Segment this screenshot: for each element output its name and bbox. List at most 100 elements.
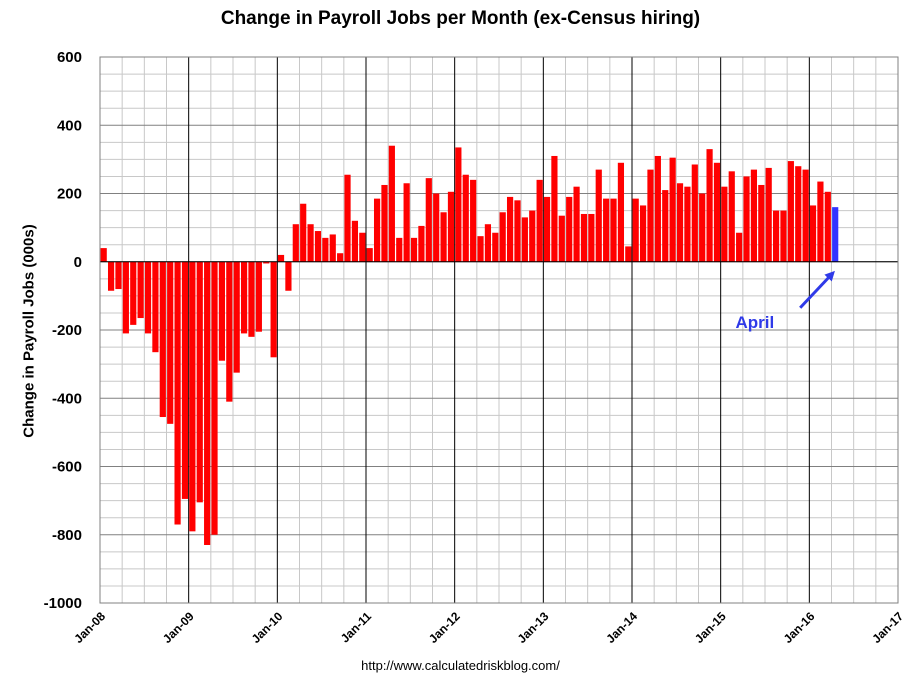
bar bbox=[344, 174, 351, 262]
gridlines bbox=[100, 56, 898, 604]
bar bbox=[447, 191, 455, 262]
y-tick-label: -1000 bbox=[44, 595, 82, 612]
bar bbox=[492, 232, 499, 262]
bar bbox=[455, 147, 462, 262]
bar bbox=[809, 205, 817, 262]
bar bbox=[639, 205, 647, 262]
bar bbox=[181, 261, 189, 499]
bar bbox=[233, 261, 240, 373]
bar bbox=[743, 176, 750, 262]
bar bbox=[662, 190, 669, 262]
bar bbox=[758, 184, 765, 262]
bar bbox=[218, 261, 226, 361]
bar bbox=[418, 225, 425, 262]
bar bbox=[580, 213, 588, 262]
bar bbox=[780, 210, 787, 262]
chart-title: Change in Payroll Jobs per Month (ex-Cen… bbox=[220, 8, 701, 29]
bar bbox=[787, 161, 794, 262]
bar bbox=[137, 261, 144, 319]
bar bbox=[359, 232, 366, 262]
y-tick-label: 200 bbox=[57, 186, 82, 203]
bar bbox=[543, 196, 551, 262]
bar bbox=[529, 210, 536, 262]
bar bbox=[477, 236, 484, 262]
bar bbox=[107, 261, 115, 291]
y-tick-label: -800 bbox=[52, 527, 82, 544]
annotation: April bbox=[735, 270, 835, 332]
x-tick-label: Jan-12 bbox=[426, 609, 463, 646]
x-tick-label: Jan-17 bbox=[869, 609, 906, 646]
y-tick-label: 0 bbox=[74, 254, 82, 271]
bar bbox=[654, 155, 661, 262]
y-tick-label: -200 bbox=[52, 322, 82, 339]
bar bbox=[167, 261, 174, 424]
bar bbox=[699, 193, 706, 262]
bar bbox=[211, 261, 218, 535]
bar bbox=[337, 253, 344, 262]
bar bbox=[204, 261, 211, 545]
bar bbox=[772, 210, 780, 262]
bar bbox=[551, 155, 558, 262]
x-tick-label: Jan-14 bbox=[603, 609, 640, 646]
bar bbox=[240, 261, 248, 334]
bar bbox=[174, 261, 181, 525]
bar bbox=[603, 198, 610, 262]
bar bbox=[558, 215, 565, 262]
bar bbox=[514, 200, 521, 262]
bar bbox=[122, 261, 129, 334]
bar bbox=[115, 261, 122, 290]
bar bbox=[566, 196, 573, 262]
bar bbox=[736, 232, 743, 262]
x-tick-label: Jan-11 bbox=[338, 609, 375, 646]
x-tick-label: Jan-13 bbox=[515, 609, 552, 646]
bar bbox=[713, 162, 721, 262]
bar bbox=[802, 169, 809, 262]
bar bbox=[373, 198, 381, 262]
bar bbox=[255, 261, 262, 332]
bar bbox=[189, 261, 196, 532]
bar bbox=[795, 166, 802, 262]
bar bbox=[100, 248, 107, 262]
bar bbox=[506, 196, 514, 262]
bar bbox=[292, 224, 299, 262]
bar bbox=[499, 212, 506, 262]
x-tick-label: Jan-10 bbox=[249, 609, 286, 646]
bar bbox=[462, 174, 469, 262]
source-url: http://www.calculatedriskblog.com/ bbox=[361, 658, 560, 673]
bar bbox=[381, 184, 388, 262]
bar bbox=[721, 186, 728, 262]
bar bbox=[351, 220, 359, 262]
bar bbox=[144, 261, 152, 334]
bar bbox=[536, 179, 543, 262]
bar bbox=[765, 167, 772, 262]
axes bbox=[99, 56, 899, 604]
bar bbox=[329, 234, 336, 262]
bar bbox=[285, 261, 292, 291]
bar bbox=[270, 261, 277, 358]
bar bbox=[277, 254, 285, 262]
annotation-label: April bbox=[735, 313, 774, 332]
bar bbox=[706, 149, 713, 262]
bar bbox=[684, 186, 691, 262]
bar bbox=[307, 224, 314, 262]
x-tick-label: Jan-09 bbox=[160, 609, 197, 646]
bar bbox=[824, 191, 831, 262]
bar bbox=[314, 231, 322, 262]
y-tick-label: -600 bbox=[52, 459, 82, 476]
bar bbox=[632, 198, 639, 262]
bar bbox=[396, 237, 403, 262]
bar-highlight bbox=[832, 207, 839, 262]
bar bbox=[425, 178, 432, 262]
bar bbox=[410, 237, 418, 262]
x-tick-label: Jan-15 bbox=[692, 609, 729, 646]
bar bbox=[750, 169, 758, 262]
bar bbox=[647, 169, 654, 262]
plot-border bbox=[99, 56, 899, 604]
bar bbox=[595, 169, 602, 262]
bar-series bbox=[100, 145, 839, 545]
bar bbox=[484, 224, 492, 262]
bar bbox=[440, 212, 447, 262]
x-tick-label: Jan-08 bbox=[71, 609, 108, 646]
bar bbox=[248, 261, 255, 337]
bar bbox=[676, 183, 684, 262]
